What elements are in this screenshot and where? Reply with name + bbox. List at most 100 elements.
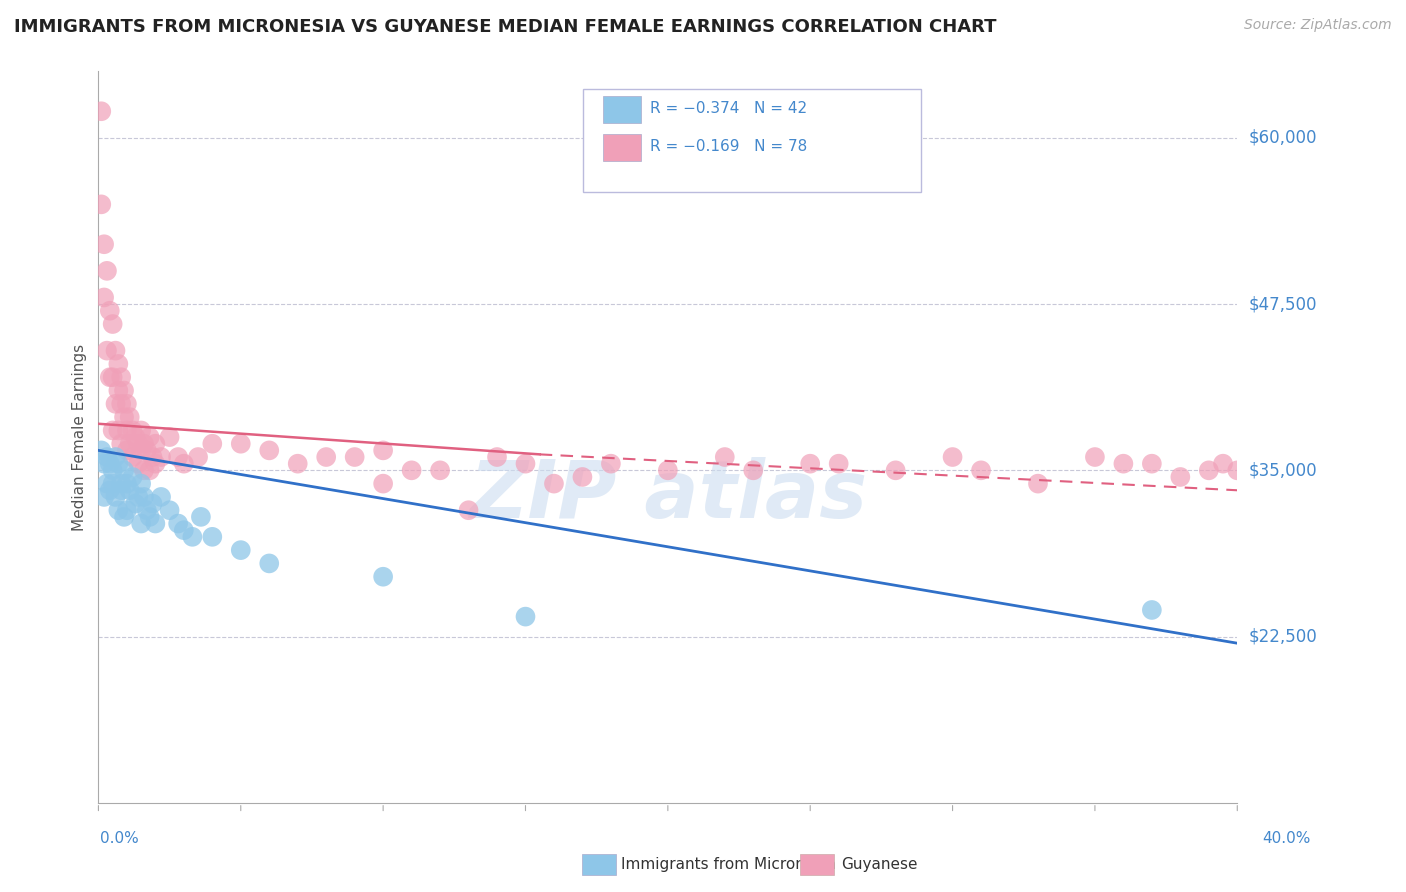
- Point: [190, 509, 212, 524]
- Point: [115, 443, 138, 458]
- Point: [121, 450, 143, 464]
- Point: [96, 264, 118, 278]
- Point: [201, 530, 224, 544]
- Point: [104, 397, 127, 411]
- Point: [742, 463, 765, 477]
- Point: [101, 317, 124, 331]
- Point: [90, 104, 112, 119]
- Point: [145, 436, 167, 450]
- Point: [101, 424, 124, 438]
- Point: [187, 450, 209, 464]
- Point: [96, 450, 118, 464]
- Text: Source: ZipAtlas.com: Source: ZipAtlas.com: [1244, 18, 1392, 32]
- Point: [98, 370, 121, 384]
- Point: [110, 397, 132, 411]
- Point: [373, 570, 395, 584]
- Point: [129, 476, 152, 491]
- Point: [101, 370, 124, 384]
- Point: [141, 450, 163, 464]
- Point: [118, 483, 141, 498]
- Point: [101, 476, 124, 491]
- Point: [107, 384, 129, 398]
- Point: [571, 470, 593, 484]
- Point: [884, 463, 907, 477]
- Point: [138, 509, 160, 524]
- Point: [98, 483, 121, 498]
- Point: [121, 470, 143, 484]
- Text: IMMIGRANTS FROM MICRONESIA VS GUYANESE MEDIAN FEMALE EARNINGS CORRELATION CHART: IMMIGRANTS FROM MICRONESIA VS GUYANESE M…: [14, 18, 997, 36]
- Point: [714, 450, 737, 464]
- Point: [93, 457, 115, 471]
- Point: [1084, 450, 1107, 464]
- Point: [145, 516, 167, 531]
- Point: [515, 609, 537, 624]
- Point: [93, 237, 115, 252]
- Point: [104, 343, 127, 358]
- Point: [104, 490, 127, 504]
- Point: [373, 476, 395, 491]
- Point: [107, 424, 129, 438]
- Point: [287, 457, 309, 471]
- Text: 0.0%: 0.0%: [100, 831, 139, 846]
- Text: R = −0.169   N = 78: R = −0.169 N = 78: [650, 139, 807, 153]
- Point: [159, 430, 181, 444]
- Point: [1140, 603, 1163, 617]
- Point: [138, 430, 160, 444]
- Point: [127, 436, 149, 450]
- Point: [93, 290, 115, 304]
- Point: [112, 384, 135, 398]
- Point: [1112, 457, 1135, 471]
- Y-axis label: Median Female Earnings: Median Female Earnings: [72, 343, 87, 531]
- Point: [110, 436, 132, 450]
- Text: $47,500: $47,500: [1249, 295, 1317, 313]
- Point: [401, 463, 423, 477]
- Point: [173, 523, 195, 537]
- Point: [135, 503, 157, 517]
- Point: [150, 490, 173, 504]
- Text: $35,000: $35,000: [1249, 461, 1317, 479]
- Point: [112, 410, 135, 425]
- Point: [132, 436, 155, 450]
- Point: [457, 503, 479, 517]
- Point: [159, 503, 181, 517]
- Point: [135, 443, 157, 458]
- Point: [96, 343, 118, 358]
- Point: [1226, 463, 1249, 477]
- Point: [90, 197, 112, 211]
- Point: [93, 490, 115, 504]
- Text: 40.0%: 40.0%: [1263, 831, 1310, 846]
- Point: [115, 476, 138, 491]
- Point: [181, 530, 204, 544]
- Point: [970, 463, 993, 477]
- Point: [657, 463, 679, 477]
- Point: [543, 476, 565, 491]
- Point: [132, 463, 155, 477]
- Point: [799, 457, 821, 471]
- Point: [98, 303, 121, 318]
- Point: [1026, 476, 1049, 491]
- Point: [315, 450, 337, 464]
- Point: [167, 516, 190, 531]
- Text: Guyanese: Guyanese: [841, 857, 917, 871]
- Point: [104, 450, 127, 464]
- Point: [259, 557, 281, 571]
- Point: [229, 436, 252, 450]
- Text: ZIP atlas: ZIP atlas: [468, 457, 868, 534]
- Point: [1170, 470, 1192, 484]
- Point: [343, 450, 366, 464]
- Point: [127, 457, 149, 471]
- Point: [112, 463, 135, 477]
- Point: [129, 516, 152, 531]
- Point: [486, 450, 509, 464]
- Point: [600, 457, 623, 471]
- Point: [127, 490, 149, 504]
- Point: [110, 370, 132, 384]
- Point: [96, 476, 118, 491]
- Point: [132, 490, 155, 504]
- Point: [107, 357, 129, 371]
- Point: [115, 397, 138, 411]
- Point: [150, 450, 173, 464]
- Point: [129, 443, 152, 458]
- Point: [1198, 463, 1220, 477]
- Text: $60,000: $60,000: [1249, 128, 1317, 147]
